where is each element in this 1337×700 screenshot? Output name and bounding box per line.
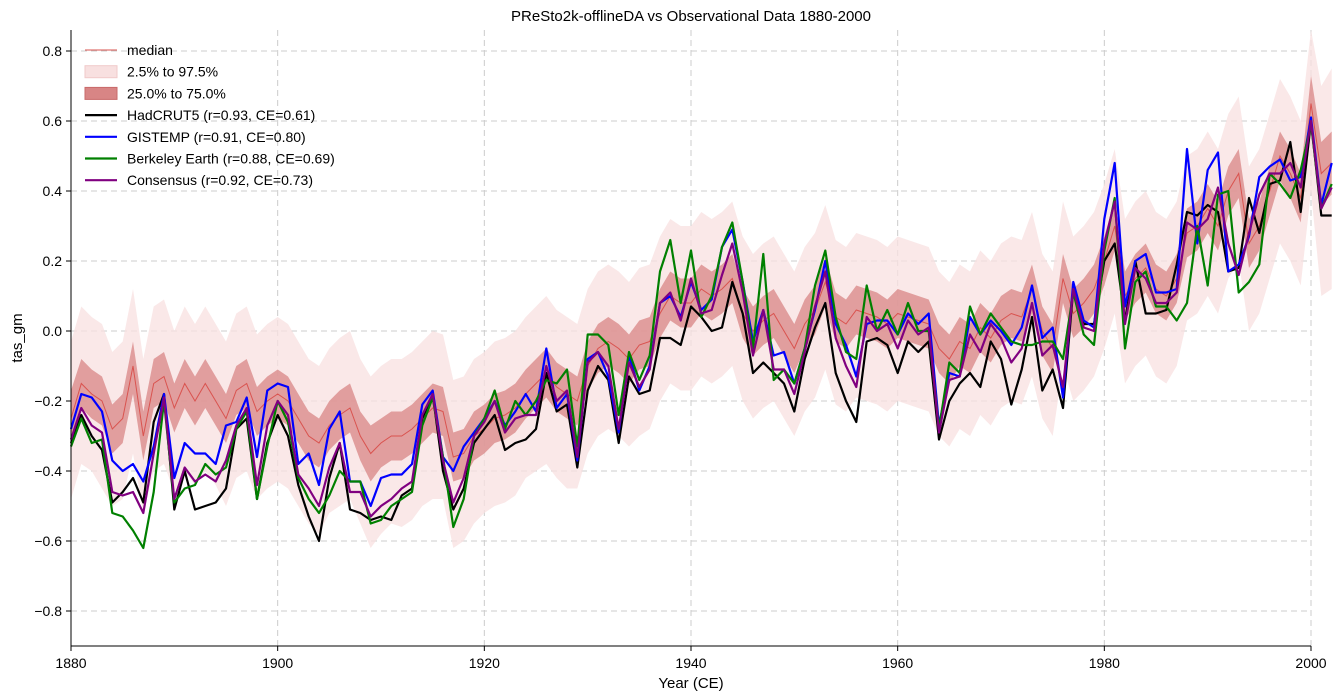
x-tick-label: 2000 <box>1295 655 1326 671</box>
legend-label: 25.0% to 75.0% <box>127 85 226 101</box>
legend-label: median <box>127 42 173 58</box>
legend-label: Consensus (r=0.92, CE=0.73) <box>127 172 313 188</box>
legend-item-gistemp[interactable]: GISTEMP (r=0.91, CE=0.80) <box>85 129 306 145</box>
legend-item-band_outer[interactable]: 2.5% to 97.5% <box>84 64 218 80</box>
y-tick-label: 0.6 <box>43 113 63 129</box>
legend-item-hadcrut5[interactable]: HadCRUT5 (r=0.93, CE=0.61) <box>85 107 315 123</box>
chart-title: PReSto2k-offlineDA vs Observational Data… <box>511 8 871 25</box>
x-tick-label: 1880 <box>55 655 86 671</box>
y-tick-label: 0.0 <box>43 323 63 339</box>
legend-swatch <box>84 86 118 100</box>
x-tick-label: 1960 <box>882 655 913 671</box>
y-tick-label: −0.2 <box>34 393 62 409</box>
y-tick-label: 0.2 <box>43 253 63 269</box>
y-tick-label: −0.8 <box>34 603 62 619</box>
x-tick-label: 1980 <box>1089 655 1120 671</box>
x-tick-label: 1900 <box>262 655 293 671</box>
legend-label: GISTEMP (r=0.91, CE=0.80) <box>127 129 306 145</box>
x-tick-label: 1920 <box>469 655 500 671</box>
y-axis-title: tas_gm <box>9 313 26 362</box>
legend-swatch <box>84 65 118 79</box>
legend-label: Berkeley Earth (r=0.88, CE=0.69) <box>127 151 335 167</box>
y-tick-label: 0.8 <box>43 43 63 59</box>
y-tick-label: 0.4 <box>43 183 63 199</box>
legend-item-berkeley[interactable]: Berkeley Earth (r=0.88, CE=0.69) <box>85 151 335 167</box>
x-axis-title: Year (CE) <box>658 675 723 692</box>
legend-label: 2.5% to 97.5% <box>127 64 218 80</box>
legend[interactable]: median 2.5% to 97.5% 25.0% to 75.0% HadCRUT… <box>84 42 335 188</box>
legend-item-band_inner[interactable]: 25.0% to 75.0% <box>84 85 226 101</box>
y-tick-label: −0.6 <box>34 533 62 549</box>
legend-item-consensus[interactable]: Consensus (r=0.92, CE=0.73) <box>85 172 313 188</box>
tick-labels: 1880 1900 1920 1940 1960 1980 2000 −0.8 −0.6 −0.4… <box>34 43 1326 671</box>
x-tick-label: 1940 <box>675 655 706 671</box>
band-25-75 <box>71 75 1332 482</box>
legend-item-median[interactable]: median <box>85 42 173 58</box>
legend-label: HadCRUT5 (r=0.93, CE=0.61) <box>127 107 315 123</box>
series-lines <box>69 103 1333 550</box>
series-line-consensus <box>69 119 1333 518</box>
series-line-berkeley-earth <box>69 123 1333 550</box>
y-tick-label: −0.4 <box>34 463 62 479</box>
